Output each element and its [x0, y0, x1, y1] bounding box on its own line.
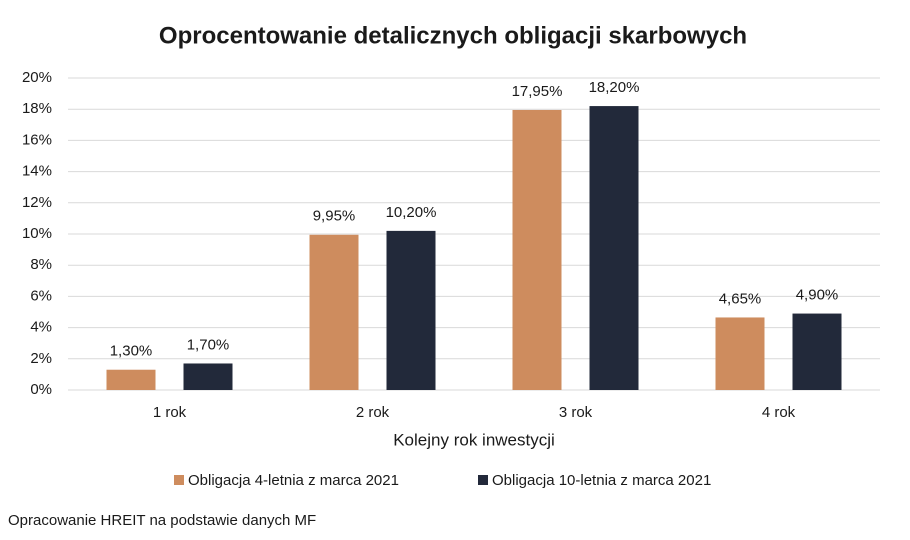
y-tick-label: 4%	[30, 319, 52, 336]
bar	[715, 317, 765, 390]
legend-swatch	[174, 475, 184, 485]
y-tick-label: 16%	[22, 131, 52, 148]
x-tick-label: 1 rok	[153, 404, 187, 421]
y-tick-label: 12%	[22, 194, 52, 211]
bar	[386, 230, 436, 390]
y-tick-label: 10%	[22, 225, 52, 242]
value-label: 10,20%	[386, 204, 437, 221]
legend-label: Obligacja 4-letnia z marca 2021	[188, 472, 399, 489]
y-tick-label: 20%	[22, 69, 52, 86]
value-label: 1,30%	[110, 343, 153, 360]
y-tick-label: 2%	[30, 350, 52, 367]
x-tick-label: 4 rok	[762, 404, 796, 421]
legend-swatch	[478, 475, 488, 485]
y-tick-label: 14%	[22, 163, 52, 180]
value-label: 4,90%	[796, 287, 839, 304]
x-axis-label: Kolejny rok inwestycji	[393, 430, 555, 449]
bar	[309, 234, 359, 390]
y-tick-label: 0%	[30, 381, 52, 398]
y-tick-label: 8%	[30, 256, 52, 273]
source-note: Opracowanie HREIT na podstawie danych MF	[8, 512, 316, 529]
legend-label: Obligacja 10-letnia z marca 2021	[492, 472, 711, 489]
bar	[589, 106, 639, 390]
bar	[106, 369, 156, 390]
value-label: 4,65%	[719, 290, 762, 307]
chart-title: Oprocentowanie detalicznych obligacji sk…	[159, 22, 747, 49]
bar	[183, 363, 233, 390]
value-label: 9,95%	[313, 208, 356, 225]
x-tick-label: 2 rok	[356, 404, 390, 421]
value-label: 1,70%	[187, 336, 230, 353]
value-label: 18,20%	[589, 79, 640, 96]
y-tick-label: 6%	[30, 287, 52, 304]
y-tick-label: 18%	[22, 100, 52, 117]
bar	[512, 109, 562, 390]
x-tick-label: 3 rok	[559, 404, 593, 421]
value-label: 17,95%	[512, 83, 563, 100]
bar	[792, 313, 842, 390]
